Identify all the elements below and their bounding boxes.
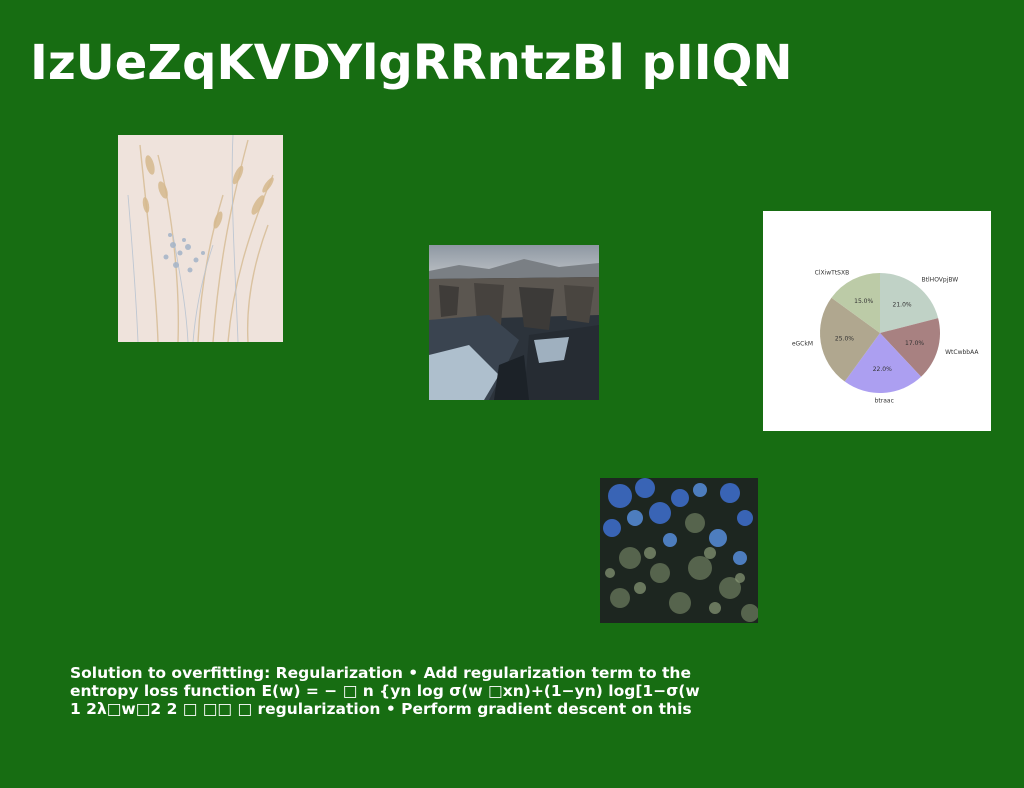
- pie-category-label: btraac: [875, 398, 894, 405]
- pie-pct-label: 25.0%: [835, 336, 854, 343]
- slide-title: IzUeZqKVDYlgRRntzBl pIIQN: [30, 35, 793, 91]
- pie-chart-svg: 21.0% BtlHOVpjBW 17.0% WtCwbbAA 22.0% btraac 2…: [792, 270, 980, 405]
- pie-pct-label: 17.0%: [905, 340, 924, 347]
- pie-slice-ClXiwTtSXB: [831, 273, 880, 333]
- pie-slice-eGCkM: [820, 297, 880, 382]
- body-line-1: Solution to overfitting: Regularization …: [70, 664, 691, 682]
- slide-body-text: Solution to overfitting: Regularization …: [70, 664, 760, 718]
- body-line-3: 1 2λ□w□2 2 □ □□ □ regularization • Perfo…: [70, 700, 692, 718]
- pie-chart: 21.0% BtlHOVpjBW 17.0% WtCwbbAA 22.0% btraac 2…: [763, 211, 991, 431]
- pie-slice-btraac: [844, 333, 922, 393]
- rock-canyon-photo: [429, 245, 599, 400]
- pie-slice-BtlHOVpjBW: [880, 273, 939, 333]
- pie-category-label: eGCkM: [792, 341, 813, 348]
- pie-pct-label: 22.0%: [873, 366, 892, 373]
- pie-pct-label: 21.0%: [893, 302, 912, 309]
- pie-category-label: BtlHOVpjBW: [922, 276, 959, 283]
- pie-category-label: WtCwbbAA: [945, 349, 979, 356]
- pie-pct-label: 15.0%: [854, 298, 873, 305]
- pie-category-label: ClXiwTtSXB: [815, 270, 850, 277]
- pie-slice-WtCwbbAA: [880, 318, 940, 377]
- body-line-2: entropy loss function E(w) = − □ n {yn l…: [70, 682, 700, 700]
- dry-grass-photo: [118, 135, 283, 342]
- aerial-forest-photo: [600, 478, 758, 623]
